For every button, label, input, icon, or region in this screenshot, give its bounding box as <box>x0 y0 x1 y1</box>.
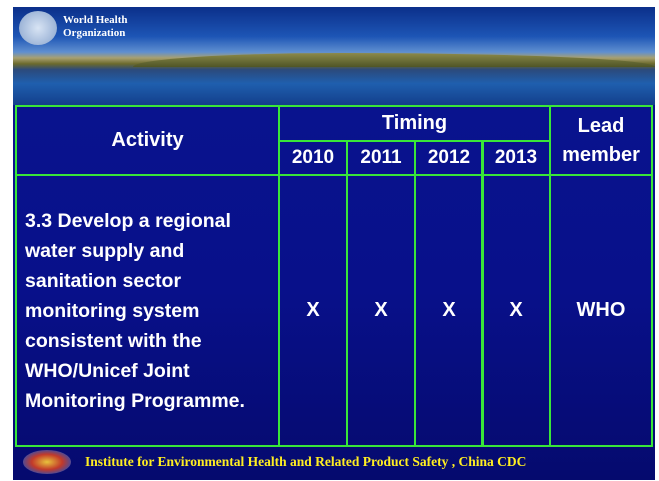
who-emblem <box>19 11 57 45</box>
footer: Institute for Environmental Health and R… <box>13 445 655 480</box>
cdc-logo <box>23 450 71 474</box>
lead-cell: WHO <box>549 174 653 447</box>
logo-text: Organization <box>63 27 125 39</box>
page: World Health Organization Activity Timin… <box>0 0 659 481</box>
logo-text: World Health <box>63 14 127 26</box>
timing-cell: X <box>481 174 551 447</box>
treeline <box>133 53 655 67</box>
year-header: 2011 <box>346 140 416 176</box>
header-cell: Activity <box>15 105 280 176</box>
year-header: 2012 <box>414 140 484 176</box>
activity-cell: 3.3 Develop a regional water supply and … <box>15 174 280 447</box>
slide: World Health Organization Activity Timin… <box>13 7 655 480</box>
timing-cell: X <box>278 174 348 447</box>
header-cell: Timing <box>278 105 551 142</box>
year-header: 2010 <box>278 140 348 176</box>
timing-cell: X <box>414 174 484 447</box>
footer-text: Institute for Environmental Health and R… <box>85 454 526 470</box>
year-header: 2013 <box>481 140 551 176</box>
timing-cell: X <box>346 174 416 447</box>
header-cell: Lead member <box>549 105 653 176</box>
banner: World Health Organization <box>13 7 655 105</box>
